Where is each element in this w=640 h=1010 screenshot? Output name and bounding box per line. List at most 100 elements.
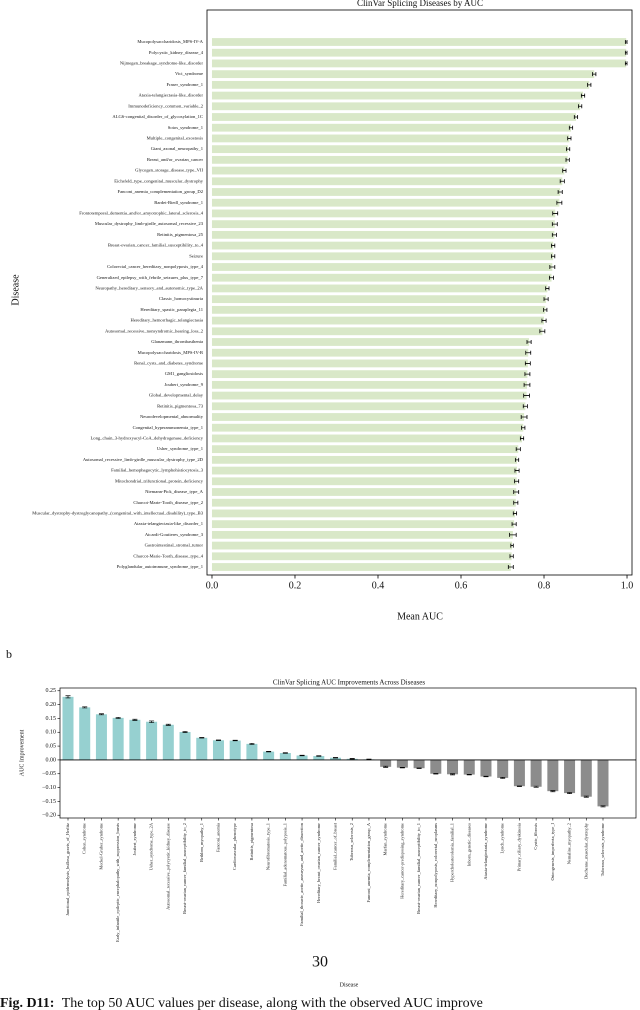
bar [211, 391, 527, 400]
error-bar [511, 522, 517, 527]
error-bar [514, 457, 520, 462]
y-tick-label: 0.00 [46, 757, 57, 763]
y-tick-label: Colorectal_cancer_hereditary_nonpolyposi… [107, 264, 204, 269]
bar [211, 370, 528, 379]
x-tick-label: Bethlem_myopathy_1 [199, 823, 204, 862]
error-bar [573, 115, 579, 119]
y-tick-label: Mucopolysaccharidosis_MPS-IV-B [138, 350, 203, 355]
error-bar [199, 737, 205, 739]
y-tick-label: Seizure [189, 253, 203, 258]
bar [211, 48, 627, 57]
x-tick-label: Cystic_fibrosis [533, 823, 538, 850]
bar [211, 434, 523, 443]
y-tick-label: Usher_syndrome_type_1 [157, 446, 204, 451]
bar [211, 123, 571, 132]
y-tick-label: Glanzmann_thrombasthenia [151, 339, 203, 344]
error-bar [543, 307, 548, 312]
error-bar [624, 50, 628, 55]
y-axis-label: Disease [10, 274, 21, 306]
plot-frame [59, 687, 637, 819]
x-tick-label: Duchenne_muscular_dystrophy [583, 822, 588, 879]
y-tick-label: Breast-ovarian_cancer_familial_susceptib… [108, 243, 204, 248]
bar [330, 757, 341, 760]
error-bar [543, 297, 549, 302]
bar [597, 759, 609, 807]
error-bar [299, 754, 305, 757]
x-tick-label: Inborn_genetic_diseases [466, 823, 471, 866]
bar [162, 724, 174, 760]
bar [211, 520, 515, 529]
error-bar [483, 775, 489, 778]
error-bar [624, 61, 628, 66]
bar [211, 220, 555, 229]
error-bar [551, 222, 558, 227]
bar [211, 445, 519, 454]
y-tick-label: Generalized_epilepsy_with_febrile_seizur… [97, 275, 204, 280]
y-tick-label: Muscular_dystrophy-dystroglycanopathy_(c… [32, 510, 203, 515]
error-bar [433, 773, 439, 775]
error-bar [416, 767, 422, 769]
x-tick-label: Hypercholesterolemia_familial_1 [450, 823, 455, 882]
bar [211, 423, 524, 432]
y-tick-label: 0.20 [46, 702, 57, 708]
error-bar [522, 404, 528, 409]
y-tick-label: Giant_axonal_neuropathy_1 [151, 146, 204, 151]
error-bar [523, 393, 530, 398]
chart-title: ClinVar Splicing Diseases by AUC [357, 0, 483, 8]
y-tick-label: Renal_cysts_and_diabetes_syndrome [134, 360, 203, 365]
bar [211, 59, 627, 68]
bar [211, 209, 556, 218]
error-bar [624, 40, 628, 44]
x-tick-label: Junctional_epidermolysis_bullosa_gravis_… [65, 823, 70, 916]
bar [211, 477, 517, 486]
bar [146, 721, 158, 760]
error-bar [466, 773, 472, 776]
error-bar [514, 468, 520, 473]
bar [211, 145, 569, 154]
y-tick-label: Aicardi-Goutieres_syndrome_3 [145, 532, 204, 537]
bar [211, 177, 563, 186]
error-bar [549, 265, 556, 269]
bar [129, 719, 141, 760]
x-tick-label: Neurofibromatosis_type_1 [266, 823, 271, 870]
y-tick-label: Breast_and/or_ovarian_cancer [147, 157, 204, 162]
y-tick-label: −0.05 [42, 771, 56, 777]
bar [530, 759, 542, 787]
x-tick-label: 0.0 [206, 580, 219, 591]
error-bar [516, 785, 522, 787]
bar [211, 563, 511, 571]
error-bar [523, 382, 531, 387]
bar [112, 717, 124, 760]
error-bar [513, 500, 519, 505]
bar [211, 402, 526, 411]
y-tick-label: Hereditary_hemorrhagic_telangiectasia [131, 318, 203, 323]
y-tick-label: Classic_homocystinuria [159, 296, 203, 301]
error-bar [580, 93, 586, 98]
error-bar [282, 752, 288, 754]
y-tick-label: Vici_syndrome [175, 71, 203, 76]
bar [211, 102, 581, 111]
error-bar [383, 765, 389, 768]
error-bar [399, 767, 405, 769]
y-tick-label: −0.15 [42, 799, 56, 805]
error-bar [562, 168, 567, 173]
bar [95, 714, 107, 760]
y-tick-label: ALG6-congenital_disorder_of_glycosylatio… [112, 114, 203, 119]
error-bar [98, 713, 104, 716]
error-bar [266, 750, 272, 753]
error-bar [512, 511, 518, 516]
y-tick-label: Glycogen_storage_disease_type_VII [135, 168, 203, 173]
bar [211, 198, 560, 207]
y-tick-label: Frontotemporal_dementia_and/or_amyotroph… [79, 210, 203, 215]
y-tick-label: Gastrointestinal_stromal_tumor [145, 543, 204, 548]
bar [211, 80, 590, 89]
y-tick-label: Fanconi_anemia_complementation_group_D2 [118, 189, 204, 194]
y-tick-label: Eichsfeld_type_congenital_muscular_dystr… [114, 178, 203, 183]
bar [480, 759, 492, 777]
y-tick-label: Immunodeficiency_common_variable_2 [128, 103, 203, 108]
x-tick-label: Familial_adenomatous_polyposis_1 [282, 823, 287, 886]
bar [229, 740, 241, 760]
error-bar [333, 757, 338, 759]
error-bar [533, 785, 539, 788]
error-bar [578, 104, 583, 109]
